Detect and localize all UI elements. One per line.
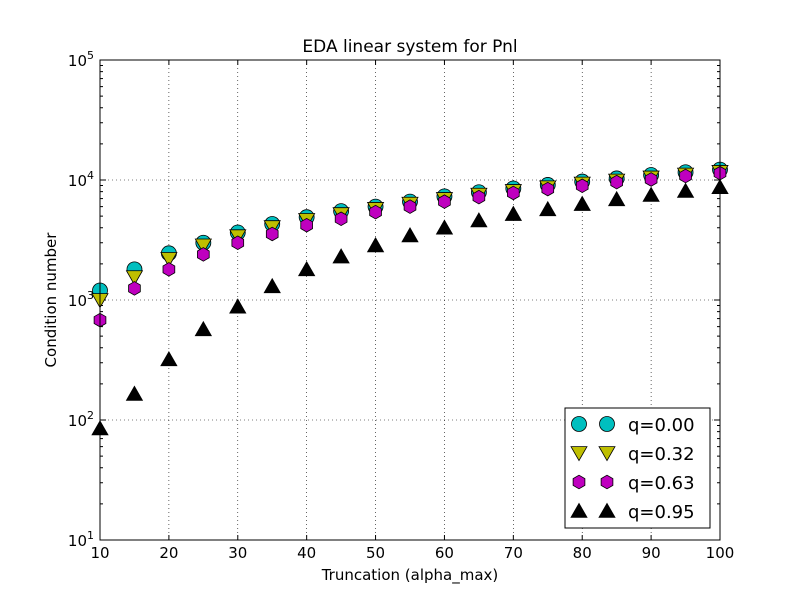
legend-item: q=0.32	[570, 444, 695, 465]
legend-label: q=0.00	[628, 415, 695, 436]
legend-item: q=0.00	[571, 415, 695, 436]
data-point-hexagon	[128, 281, 141, 296]
legend-marker	[598, 446, 616, 462]
data-point-triangle-up	[160, 350, 178, 367]
legend-label: q=0.32	[628, 444, 695, 465]
data-point-triangle-up	[607, 190, 626, 207]
series-4	[91, 178, 729, 436]
legend-marker	[571, 416, 587, 432]
legend-marker	[570, 502, 588, 518]
data-point-triangle-up	[504, 205, 523, 221]
data-point-triangle-up	[435, 219, 454, 235]
plot-frame	[99, 59, 721, 541]
data-point-hexagon	[679, 168, 692, 184]
y-axis-label: Condition number	[42, 232, 60, 368]
y-tick-label: 104	[68, 169, 94, 190]
data-point-hexagon	[610, 174, 623, 190]
x-axis-label: Truncation (alpha_max)	[321, 566, 499, 585]
y-tick-label: 102	[68, 409, 94, 430]
legend-label: q=0.95	[628, 502, 695, 523]
data-point-hexagon	[403, 199, 417, 214]
data-point-hexagon	[644, 172, 658, 187]
x-tick-label: 90	[642, 544, 661, 562]
data-point-triangle-up	[297, 260, 316, 277]
x-tick-label: 60	[435, 544, 454, 562]
ticks: 10 20 30 40 50 60 70 80 90 100 101 102 103 104 105	[68, 49, 734, 562]
legend-marker	[599, 416, 615, 432]
x-tick-label: 20	[159, 544, 178, 562]
series-3	[93, 165, 727, 328]
y-tick-label: 103	[68, 289, 94, 310]
series-markers	[91, 161, 729, 436]
data-point-hexagon	[541, 181, 555, 197]
data-point-triangle-up	[229, 298, 247, 314]
data-point-hexagon	[438, 194, 451, 209]
data-point-triangle-up	[642, 186, 660, 202]
y-tick-label: 101	[68, 529, 94, 550]
data-point-hexagon	[369, 204, 382, 220]
data-point-triangle-up	[401, 227, 419, 243]
legend-marker	[570, 446, 588, 462]
legend-marker	[600, 474, 614, 490]
legend-item: q=0.95	[570, 502, 695, 523]
chart-title: EDA linear system for Pnl	[302, 37, 517, 57]
data-point-hexagon	[472, 189, 486, 205]
data-point-hexagon	[265, 226, 279, 242]
legend-marker	[598, 502, 616, 518]
data-point-hexagon	[162, 262, 176, 277]
x-tick-label: 80	[573, 544, 592, 562]
x-tick-label: 10	[90, 544, 109, 562]
data-point-hexagon	[334, 211, 348, 227]
legend-item: q=0.63	[572, 473, 695, 494]
data-point-triangle-up	[125, 385, 144, 401]
data-point-triangle-up	[676, 182, 695, 198]
data-point-triangle-down	[160, 252, 178, 268]
legend-label: q=0.63	[628, 473, 695, 494]
legend-box	[564, 407, 711, 529]
data-point-triangle-up	[539, 200, 557, 217]
data-point-hexagon	[197, 247, 210, 262]
x-tick-label: 100	[706, 544, 735, 562]
data-point-triangle-up	[573, 195, 591, 211]
data-point-triangle-down	[125, 270, 144, 286]
data-point-hexagon	[575, 178, 589, 194]
legend: q=0.00 q=0.32 q=0.63 q=0.95	[564, 407, 711, 529]
data-point-triangle-up	[263, 277, 281, 294]
data-point-triangle-up	[366, 237, 385, 253]
legend-marker	[572, 474, 586, 490]
x-tick-label: 70	[504, 544, 523, 562]
data-point-hexagon	[507, 185, 520, 201]
x-tick-label: 30	[228, 544, 247, 562]
data-point-triangle-down	[194, 238, 213, 254]
x-tick-label: 50	[366, 544, 385, 562]
x-tick-label: 40	[297, 544, 316, 562]
y-tick-label: 105	[68, 49, 94, 70]
data-point-triangle-up	[194, 320, 213, 337]
data-point-hexagon	[231, 235, 245, 251]
data-point-triangle-up	[470, 212, 488, 228]
data-point-triangle-up	[332, 248, 350, 264]
data-point-hexagon	[300, 217, 313, 233]
